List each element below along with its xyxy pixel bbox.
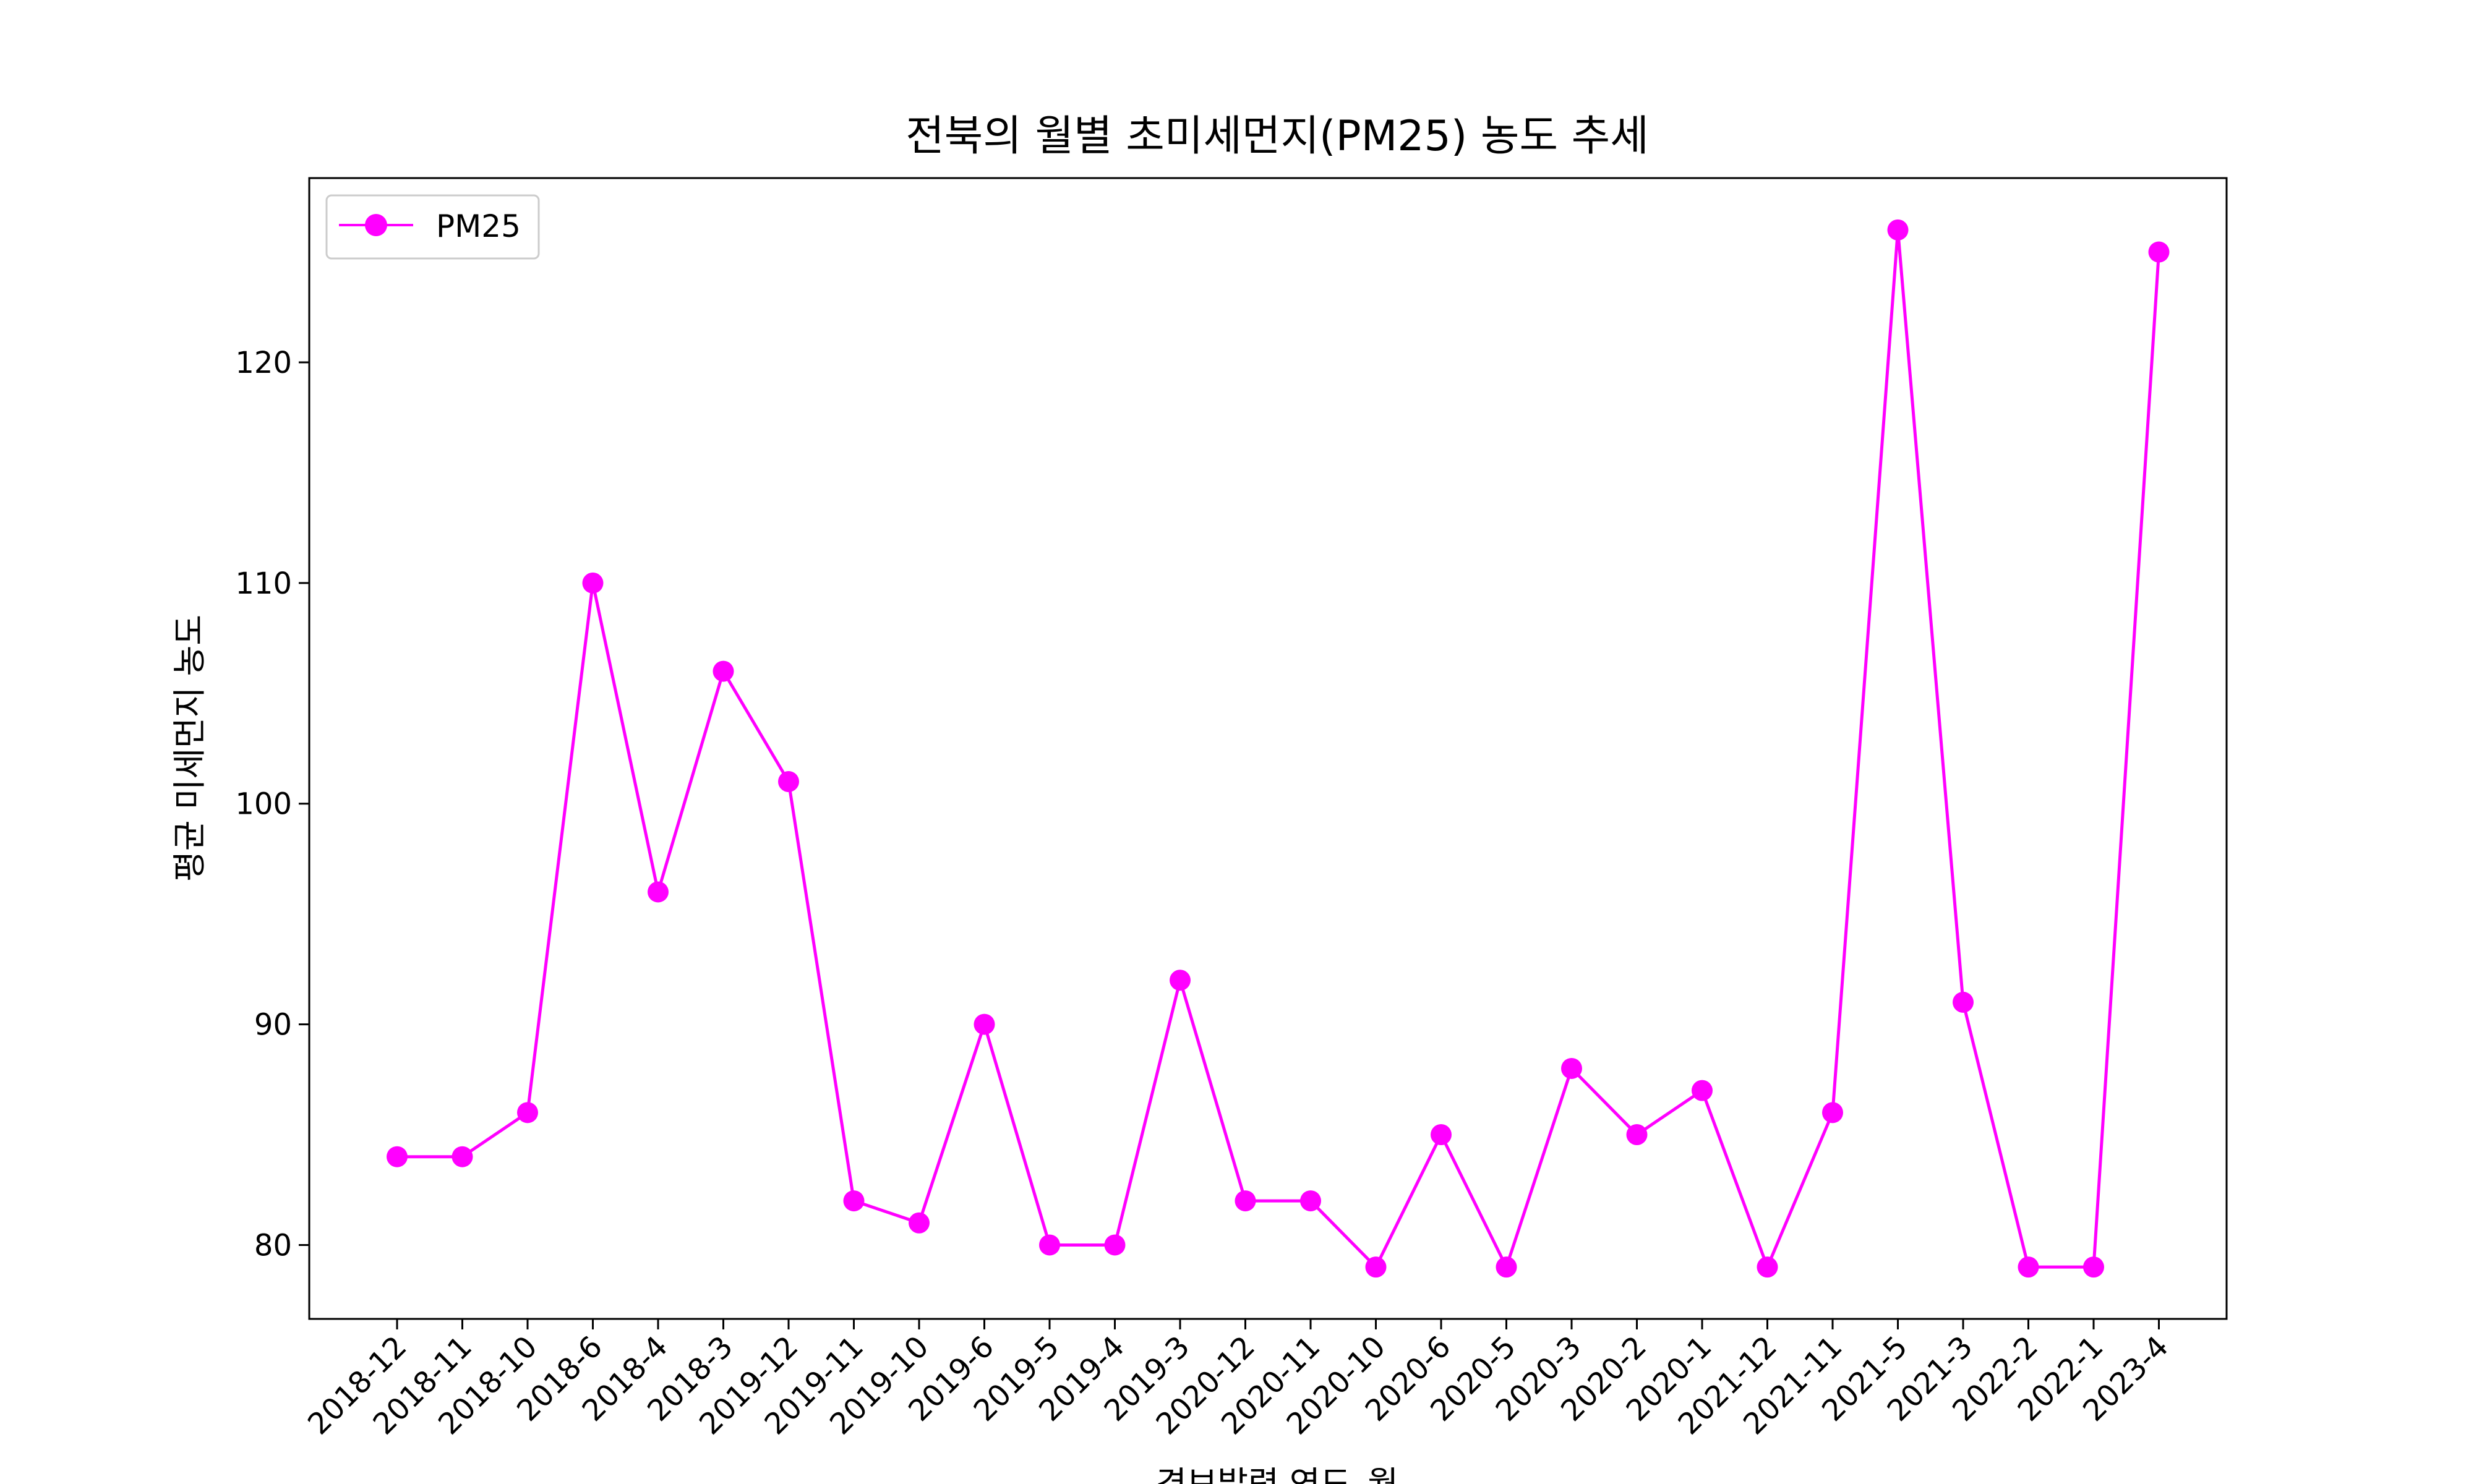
y-tick-label: 120 xyxy=(235,346,292,380)
legend: PM25 xyxy=(325,194,540,260)
y-tick-label: 110 xyxy=(235,566,292,601)
data-point xyxy=(1235,1190,1256,1212)
y-tick-label: 90 xyxy=(254,1008,292,1043)
series-line-pm25 xyxy=(397,228,2160,1269)
axes-frame xyxy=(308,177,2228,1320)
data-point xyxy=(778,771,799,793)
data-point xyxy=(387,1146,408,1167)
data-point xyxy=(909,1212,930,1234)
data-point xyxy=(1757,1256,1778,1278)
data-point xyxy=(1626,1124,1648,1146)
data-point xyxy=(1170,970,1191,991)
data-point xyxy=(1300,1190,1321,1212)
legend-label: PM25 xyxy=(436,208,521,244)
data-point xyxy=(2018,1256,2039,1278)
data-point xyxy=(1496,1256,1517,1278)
data-point xyxy=(452,1146,473,1167)
data-point xyxy=(843,1190,865,1212)
y-axis-label: 평균 미세먼지 농도 xyxy=(170,615,209,882)
y-tick-label: 80 xyxy=(254,1228,292,1263)
data-point xyxy=(1561,1057,1582,1079)
data-point xyxy=(2148,241,2170,263)
data-point xyxy=(1039,1234,1060,1256)
data-point xyxy=(1887,219,1909,241)
x-axis-label: 경보발령 연도_월 xyxy=(1156,1464,1398,1484)
data-point xyxy=(1953,991,1974,1013)
data-point xyxy=(648,881,669,903)
data-point xyxy=(1692,1080,1713,1101)
legend-box xyxy=(325,194,540,260)
data-point xyxy=(517,1102,538,1124)
data-point xyxy=(974,1013,995,1035)
legend-point-marker xyxy=(365,214,387,236)
data-point xyxy=(1431,1124,1452,1146)
y-tick-label: 100 xyxy=(235,787,292,822)
data-point xyxy=(713,660,734,682)
data-point xyxy=(1822,1102,1843,1124)
data-point xyxy=(1104,1234,1126,1256)
data-point xyxy=(582,572,604,594)
data-point xyxy=(2083,1256,2104,1278)
data-point xyxy=(1365,1256,1387,1278)
chart-title: 전북의 월별 초미세먼지(PM25) 농도 추세 xyxy=(905,112,1649,161)
